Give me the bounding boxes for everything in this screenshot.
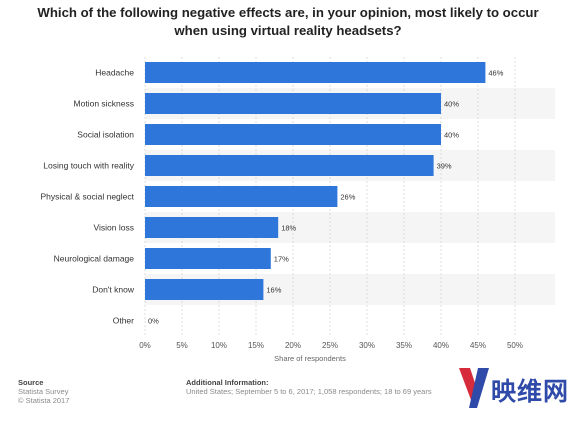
value-label: 39%: [437, 162, 452, 171]
bar: [145, 155, 434, 176]
category-label: Social isolation: [77, 130, 134, 140]
category-label: Motion sickness: [74, 99, 134, 109]
value-label: 40%: [444, 131, 459, 140]
bar: [145, 217, 279, 238]
watermark-y-icon: [459, 368, 489, 408]
value-label: 0%: [148, 317, 159, 326]
x-tick-label: 40%: [433, 341, 449, 350]
value-label: 46%: [488, 69, 503, 78]
category-label: Headache: [95, 68, 134, 78]
bar: [145, 93, 441, 114]
x-axis-title: Share of respondents: [274, 354, 346, 363]
x-tick-label: 20%: [285, 341, 301, 350]
bar: [145, 124, 441, 145]
category-label: Don't know: [92, 285, 135, 295]
category-label: Neurological damage: [54, 254, 135, 264]
additional-info-block: Additional Information: United States; S…: [186, 378, 432, 396]
x-tick-label: 15%: [248, 341, 264, 350]
chart-title: Which of the following negative effects …: [37, 5, 539, 38]
x-tick-label: 35%: [396, 341, 412, 350]
category-label: Other: [113, 316, 134, 326]
watermark-text: 映维网: [491, 377, 570, 406]
value-label: 16%: [266, 286, 281, 295]
source-block: Source Statista Survey © Statista 2017: [18, 378, 69, 405]
value-label: 17%: [274, 255, 289, 264]
watermark-logo: 映维网: [455, 366, 573, 412]
additional-info-text: United States; September 5 to 6, 2017; 1…: [186, 387, 432, 396]
source-line: © Statista 2017: [18, 396, 70, 405]
value-label: 40%: [444, 100, 459, 109]
x-tick-label: 0%: [139, 341, 151, 350]
x-tick-label: 5%: [176, 341, 188, 350]
source-line: Statista Survey: [18, 387, 69, 396]
row-band: [145, 305, 555, 336]
category-label: Losing touch with reality: [43, 161, 134, 171]
bar: [145, 186, 338, 207]
x-tick-label: 50%: [507, 341, 523, 350]
x-tick-label: 25%: [322, 341, 338, 350]
x-tick-label: 45%: [470, 341, 486, 350]
category-label: Physical & social neglect: [40, 192, 134, 202]
x-tick-label: 30%: [359, 341, 375, 350]
category-label: Vision loss: [94, 223, 134, 233]
bar: [145, 62, 486, 83]
source-title: Source: [18, 378, 44, 387]
bar: [145, 279, 264, 300]
x-tick-label: 10%: [211, 341, 227, 350]
bar: [145, 248, 271, 269]
additional-info-title: Additional Information:: [186, 378, 269, 387]
value-label: 26%: [340, 193, 355, 202]
value-label: 18%: [281, 224, 296, 233]
